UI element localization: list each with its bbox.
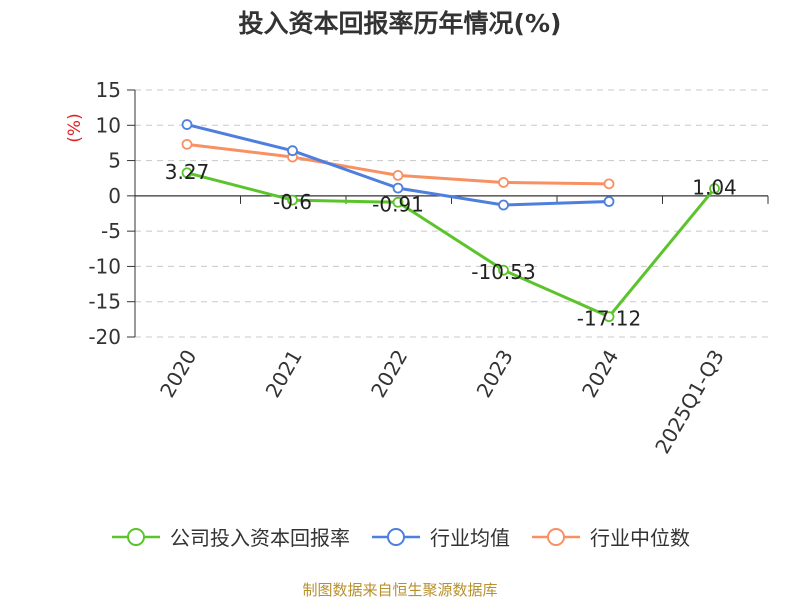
- source-note: 制图数据来自恒生聚源数据库: [302, 581, 498, 599]
- data-label: -17.12: [577, 307, 641, 331]
- legend-swatch-marker: [387, 527, 405, 546]
- data-label: 1.04: [692, 176, 737, 200]
- data-point: [392, 182, 404, 194]
- data-point: [603, 196, 615, 207]
- y-tick-label: 10: [96, 113, 121, 137]
- data-label: -10.53: [471, 260, 535, 284]
- y-tick-label: 15: [96, 78, 121, 102]
- legend-item[interactable]: 行业均值: [370, 522, 510, 551]
- x-tick-label: 2022: [366, 346, 412, 402]
- legend-swatch-marker: [127, 527, 145, 546]
- y-tick-label: 5: [108, 149, 121, 173]
- legend-swatch: [532, 527, 580, 546]
- series-line: [186, 171, 716, 319]
- x-tick-label: 2025Q1-Q3: [650, 346, 729, 458]
- x-tick-label: 2020: [155, 346, 201, 402]
- data-point: [603, 311, 615, 323]
- legend: 公司投入资本回报率 行业均值 行业中位数: [0, 522, 800, 551]
- data-point: [603, 178, 615, 190]
- axis-layer: 15 10 5 0 -5 -10 -15 -20 (%) 2020 2021 2022 2023 2024…: [65, 78, 769, 458]
- x-tick-label: 2023: [472, 346, 518, 402]
- data-point: [498, 264, 509, 276]
- data-point: [498, 177, 509, 188]
- data-label: -0.6: [273, 190, 312, 214]
- data-point: [709, 183, 720, 194]
- legend-item[interactable]: 公司投入资本回报率: [110, 522, 350, 551]
- data-point: [392, 169, 404, 181]
- data-point: [181, 167, 193, 179]
- y-axis-label: (%): [65, 113, 85, 142]
- chart-title: 投入资本回报率历年情况(%): [238, 9, 562, 38]
- data-point: [392, 196, 404, 208]
- data-point: [287, 194, 298, 206]
- legend-label: 行业均值: [430, 526, 510, 550]
- data-label: 3.27: [165, 160, 210, 184]
- y-tick-label: 0: [108, 184, 121, 208]
- data-point: [498, 199, 509, 211]
- grid-layer: [135, 89, 768, 338]
- data-point: [181, 138, 193, 150]
- x-tick-label: 2024: [577, 346, 623, 402]
- data-point: [181, 119, 193, 130]
- series-layer: [181, 119, 720, 323]
- data-label: -0.91: [372, 192, 424, 216]
- data-point: [287, 145, 298, 157]
- legend-label: 行业中位数: [590, 526, 690, 550]
- y-tick-label: -5: [101, 219, 121, 243]
- x-tick-label: 2021: [261, 346, 307, 402]
- y-tick-label: -15: [88, 290, 121, 314]
- legend-swatch: [372, 527, 420, 546]
- label-layer: 3.27 -0.6 -0.91 -10.53 -17.12 1.04: [165, 160, 737, 331]
- legend-label: 公司投入资本回报率: [170, 526, 350, 550]
- legend-item[interactable]: 行业中位数: [530, 522, 690, 551]
- legend-swatch: [112, 527, 160, 546]
- y-tick-label: -10: [88, 254, 121, 278]
- y-tick-label: -20: [88, 325, 121, 349]
- legend-swatch-marker: [547, 527, 565, 546]
